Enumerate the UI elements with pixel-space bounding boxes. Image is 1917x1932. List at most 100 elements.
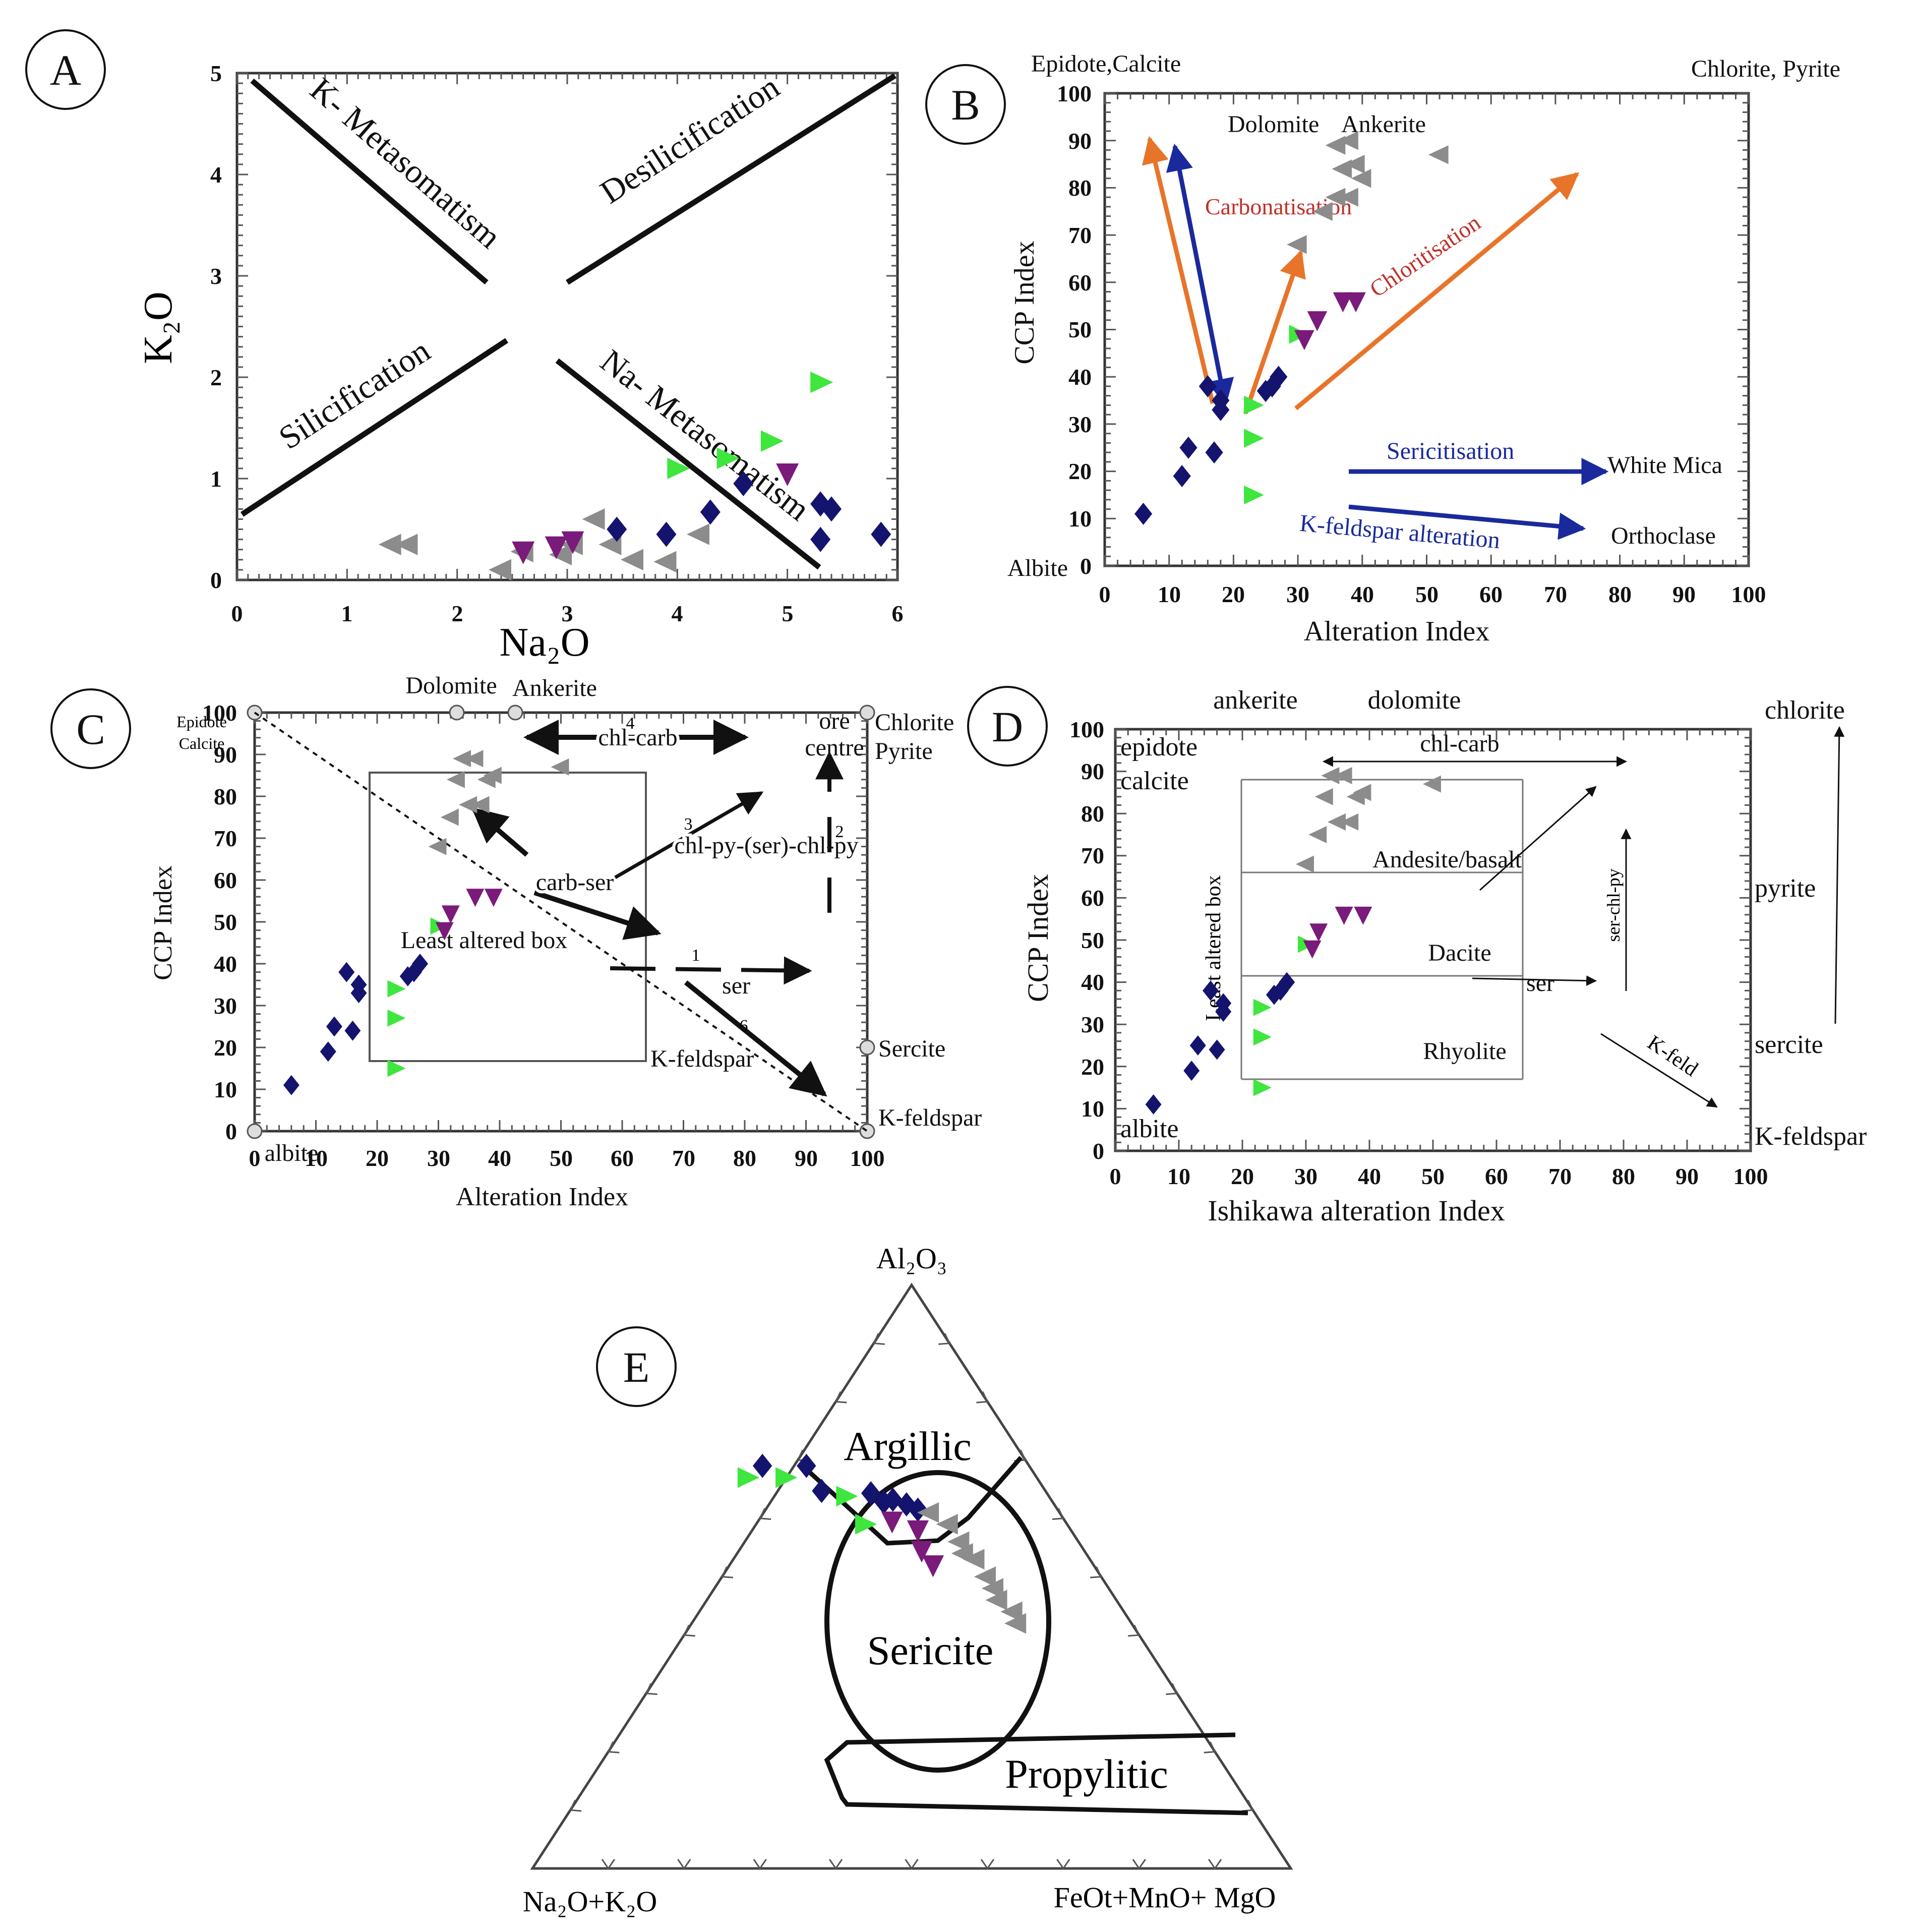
data-point-navy [607,516,627,542]
ternary-tick [1208,1858,1222,1870]
ternary-tick [1056,1858,1070,1870]
panel-d-xtick: 10 [1167,1163,1190,1189]
panel-c-xtick: 80 [733,1145,756,1171]
label-chl-carb: chl-carb [1420,730,1499,757]
dolomite-node [449,705,465,721]
panel-d-xtick: 30 [1294,1163,1317,1189]
panel-d-ytick: 10 [1081,1096,1104,1122]
panel-c-ytick: 0 [225,1119,237,1144]
panel-d-xtick: 0 [1110,1163,1121,1189]
data-point-purple [1346,292,1366,313]
panel-d-xtick: 80 [1612,1163,1635,1189]
ternary-tick [905,1858,919,1870]
data-point-purple [881,1511,903,1534]
ternary-tick [1166,1683,1178,1695]
label-chloritisation: Chloritisation [1365,209,1485,302]
data-point-navy [861,1481,881,1506]
data-point-gray [1423,775,1441,793]
panel-a-label: A [50,46,81,94]
data-point-gray [551,758,569,776]
ternary-tick [1204,1741,1216,1753]
panel-b-ytick: 90 [1068,128,1092,154]
apex-feot-mno-mgo: FeOt+MnO+ MgO [1054,1881,1276,1914]
ternary-tick [645,1683,657,1695]
ser-arrow [1472,975,1597,986]
panel-d-ytick: 20 [1081,1054,1104,1080]
panel-b-frame [1103,92,1750,567]
data-point-gray [1004,1613,1027,1634]
field-desilicification: Desilicification [594,69,786,211]
carb-arrow [471,807,529,857]
label-chl-carb: chl-carb [598,724,677,751]
panel-b-xlabel: Alteration Index [1304,616,1490,647]
data-point-gray [621,549,643,571]
ternary-tick [1052,1508,1065,1520]
ternary-tick [938,1333,951,1345]
panel-b-points [1134,131,1449,525]
corner-chlorite-pyrite: Chlorite, Pyrite [1691,55,1840,82]
panel-b-xtick: 100 [1731,581,1766,607]
data-point-gray [1296,855,1314,873]
label-ankerite: ankerite [1213,686,1297,715]
panel-b-ticks [1104,92,1750,567]
panel-a-ytick: 1 [210,466,222,492]
panel-c-xtick: 30 [427,1145,450,1171]
data-point-gray [395,534,418,555]
data-point-purple [922,1555,944,1577]
data-point-gray [1000,1601,1023,1622]
data-point-gray [459,796,477,813]
panel-b-ytick: 60 [1068,270,1092,296]
data-point-navy [1145,1094,1162,1115]
panel-a-xlabel: Na₂O [500,620,590,665]
corner-epidote-calcite: Epidote,Calcite [1031,50,1181,77]
label-least-altered-box: Least altered box [401,927,568,954]
label-1: 1 [692,946,700,965]
ternary-tick [601,1858,616,1870]
ankerite-node [507,705,523,721]
panel-d-xtick: 40 [1358,1163,1381,1189]
data-point-purple [441,905,460,924]
panel-c-xtick: 10 [305,1145,328,1171]
panel-a-boundary [555,358,821,570]
data-point-navy [1212,389,1230,412]
panel-d-ytick: 60 [1081,885,1104,911]
label-3: 3 [684,815,693,834]
data-point-green [387,1009,406,1027]
field-k-metasomatism: K- Metasomatism [303,71,508,256]
label-2: 2 [835,823,844,841]
data-point-green [1253,999,1272,1016]
panel-c: C 0 10 20 30 40 50 60 70 80 90 100 0 10 … [50,672,982,1211]
panel-b-xtick: 30 [1286,581,1309,607]
data-point-green [1244,429,1264,448]
ternary-tick [683,1624,695,1637]
panel-a-xtick: 0 [231,601,243,626]
sercite-node [859,1039,875,1056]
panel-c-badge [50,688,131,769]
panel-a-ytick: 4 [210,162,222,188]
data-point-navy [752,1453,772,1478]
panel-d-ytick: 100 [1069,717,1104,742]
panel-c-label: C [76,705,105,753]
ternary-tick [677,1858,691,1870]
data-point-navy [1279,972,1295,992]
panel-c-xlabel: Alteration Index [456,1183,628,1211]
data-point-gray [1312,202,1333,221]
data-point-purple [1294,330,1314,350]
panel-d-label: D [992,702,1023,751]
data-point-navy [320,1041,336,1062]
data-point-navy [350,974,367,995]
panel-d-ytick: 40 [1081,969,1104,995]
data-point-gray [936,1513,958,1535]
data-point-navy [1173,464,1191,487]
data-point-gray [1328,813,1346,831]
panel-d-xtick: 70 [1548,1163,1572,1189]
data-point-purple [1354,906,1372,925]
panel-d-badge [967,686,1048,767]
data-point-navy [1203,980,1219,1001]
data-point-gray [549,544,572,565]
data-point-green [716,447,740,470]
kfeld-arrow [1600,1033,1718,1108]
corner-node [859,705,875,721]
data-point-navy [1270,366,1288,388]
data-point-navy [1199,375,1217,397]
